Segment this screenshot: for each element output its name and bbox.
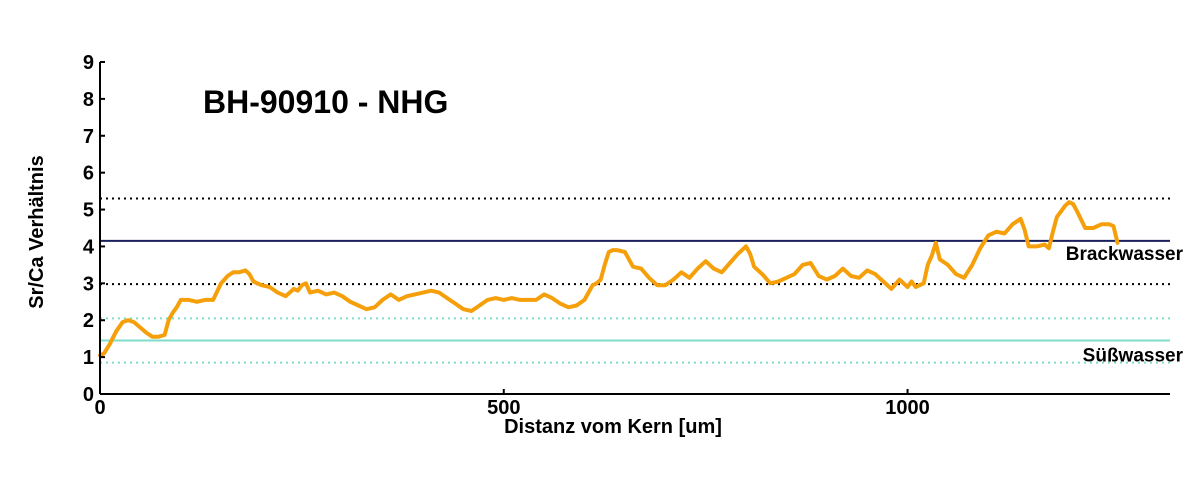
- reference-labels: Brackwasser Süßwasser: [1066, 244, 1184, 367]
- y-axis-ticks: 0 1 2 3 4 5 6 7 8 9: [83, 52, 105, 406]
- x-axis-label: Distanz vom Kern [um]: [504, 416, 722, 438]
- y-tick-label: 5: [83, 200, 94, 222]
- reference-line-label: Brackwasser: [1066, 244, 1184, 265]
- chart-title: BH-90910 - NHG: [203, 84, 448, 120]
- y-tick-label: 2: [83, 310, 94, 332]
- y-tick-label: 9: [83, 52, 94, 74]
- y-tick-label: 1: [83, 347, 94, 369]
- reference-line-label: Süßwasser: [1083, 346, 1184, 367]
- y-tick-label: 6: [83, 163, 94, 185]
- x-tick-label: 0: [94, 397, 105, 419]
- series-line: [98, 200, 1120, 358]
- x-tick-label: 500: [487, 397, 520, 419]
- axes: [99, 62, 1170, 395]
- series-layer: [98, 200, 1120, 358]
- x-tick-label: 1000: [885, 397, 930, 419]
- x-axis-ticks: 0 500 1000: [94, 389, 930, 419]
- y-tick-label: 3: [83, 273, 94, 295]
- y-tick-label: 0: [83, 384, 94, 406]
- y-tick-label: 8: [83, 89, 94, 111]
- reference-lines: [100, 197, 1170, 364]
- y-axis-label: Sr/Ca Verhältnis: [26, 155, 48, 308]
- y-tick-label: 7: [83, 126, 94, 148]
- y-tick-label: 4: [83, 236, 95, 258]
